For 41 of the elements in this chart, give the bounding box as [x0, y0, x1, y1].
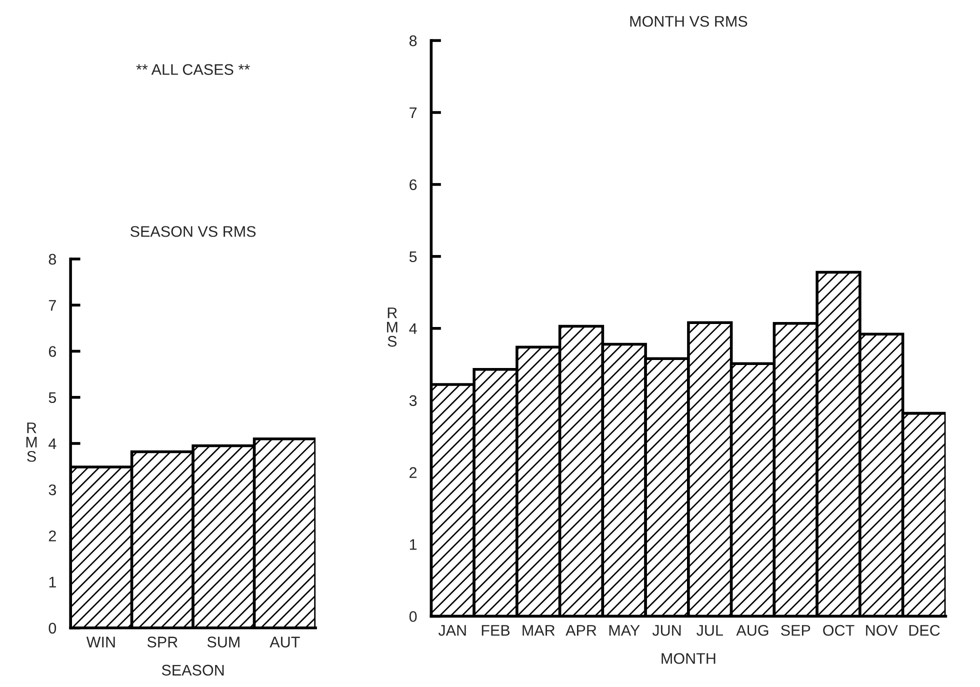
x-tick-label: NOV [866, 624, 898, 636]
y-tick-label: 5 [48, 392, 56, 404]
text: ** ALL CASES ** [136, 64, 250, 75]
y-tick-label: 8 [409, 35, 417, 46]
x-tick-label: APR [566, 625, 596, 636]
y-tick-label: 8 [48, 254, 56, 265]
y-tick-label: 4 [409, 323, 417, 334]
x-axis-title: MONTH [662, 653, 716, 664]
y-tick-label: 0 [48, 622, 56, 634]
y-tick-label: 2 [410, 467, 417, 478]
y-tick-label: 6 [48, 346, 56, 357]
y-tick-label: 3 [48, 484, 56, 496]
x-tick-label: JUL [696, 625, 723, 636]
y-tick-label: 7 [48, 300, 56, 311]
y-tick-label: 7 [410, 108, 417, 118]
x-tick-label: SEP [781, 624, 810, 636]
x-tick-label: JUN [652, 625, 681, 636]
x-tick-label: WIN [86, 636, 115, 648]
y-tick-label: 0 [409, 611, 417, 622]
y-tick-label: 6 [410, 179, 417, 190]
y-tick-label: 1 [410, 539, 417, 550]
chart-title: MONTH VS RMS [630, 16, 748, 27]
y-tick-label: 1 [49, 576, 56, 588]
x-tick-label: JAN [438, 625, 466, 636]
y-tick-label: 2 [48, 530, 56, 542]
y-tick-label: 4 [48, 438, 56, 449]
x-tick-label: MAY [609, 625, 640, 636]
x-tick-label: AUG [736, 624, 768, 636]
x-tick-label: FEB [482, 625, 510, 636]
x-tick-label: SPR [147, 636, 178, 648]
x-tick-label: MAR [522, 625, 555, 636]
y-axis-title: R M S [26, 422, 37, 462]
y-tick-label: 5 [409, 251, 417, 262]
x-tick-label: AUT [270, 636, 300, 648]
x-tick-label: SUM [207, 636, 240, 648]
y-axis-title: R M S [387, 308, 398, 347]
x-tick-label: DEC [909, 624, 940, 636]
x-tick-label: OCT [823, 624, 854, 636]
y-tick-label: 3 [409, 395, 417, 406]
chart-title: SEASON VS RMS [130, 226, 256, 237]
x-axis-title: SEASON [162, 664, 224, 676]
